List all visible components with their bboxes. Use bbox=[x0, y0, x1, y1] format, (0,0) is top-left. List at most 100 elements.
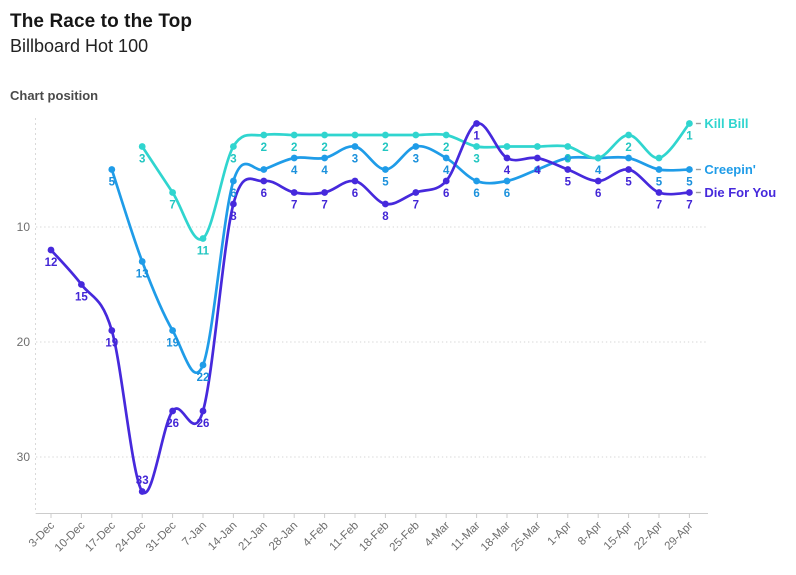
data-point bbox=[594, 177, 602, 185]
data-point bbox=[138, 143, 146, 150]
value-labels-kill-bill: 3 7 11 3 2 2 2 2 2 3 3 2 1 bbox=[139, 131, 693, 258]
value-label: 6 bbox=[595, 188, 601, 200]
value-label: 13 bbox=[136, 269, 149, 281]
x-tick-label: 18-Mar bbox=[479, 520, 513, 554]
page-title: The Race to the Top bbox=[10, 11, 193, 32]
data-point bbox=[321, 154, 328, 162]
y-tick-label: 30 bbox=[17, 450, 31, 464]
value-label: 5 bbox=[686, 177, 693, 189]
data-point bbox=[655, 189, 663, 196]
value-label: 26 bbox=[166, 418, 179, 430]
data-point bbox=[625, 166, 632, 173]
x-tick-label: 22-Apr bbox=[632, 520, 665, 553]
x-tick-label: 21-Jan bbox=[237, 520, 270, 553]
data-point bbox=[321, 189, 328, 196]
value-label: 3 bbox=[413, 154, 419, 166]
data-point bbox=[564, 166, 572, 173]
page-subtitle: Billboard Hot 100 bbox=[10, 36, 149, 56]
data-point bbox=[290, 131, 298, 139]
data-point bbox=[412, 143, 420, 150]
value-label: 3 bbox=[473, 154, 479, 166]
x-tick-label: 11-Feb bbox=[327, 520, 361, 554]
legend-creepin: Creepin' bbox=[704, 162, 756, 177]
y-tick-label: 10 bbox=[17, 220, 31, 234]
x-tick-label: 17-Dec bbox=[83, 519, 118, 554]
data-point bbox=[686, 120, 693, 127]
data-point bbox=[230, 200, 237, 208]
value-labels-creepin: 5 13 19 22 6 4 4 3 5 3 4 6 6 4 5 5 bbox=[109, 154, 694, 385]
data-point bbox=[138, 488, 146, 495]
value-label: 2 bbox=[321, 142, 327, 154]
data-point bbox=[351, 143, 359, 150]
value-label: 6 bbox=[352, 188, 358, 200]
value-label: 19 bbox=[105, 338, 118, 350]
data-point bbox=[442, 131, 450, 139]
value-label: 6 bbox=[473, 188, 479, 200]
data-point bbox=[442, 154, 450, 162]
value-label: 5 bbox=[625, 177, 632, 189]
legend-die-for-you: Die For You bbox=[704, 185, 776, 200]
value-label: 6 bbox=[230, 188, 236, 200]
data-point bbox=[412, 131, 420, 139]
value-label: 4 bbox=[291, 165, 298, 177]
data-point bbox=[290, 154, 298, 162]
data-point bbox=[169, 189, 177, 196]
value-label: 4 bbox=[321, 165, 328, 177]
data-point bbox=[382, 131, 389, 139]
value-label: 2 bbox=[261, 142, 267, 154]
x-tick-label: 29-Apr bbox=[663, 520, 696, 553]
data-point bbox=[169, 327, 177, 334]
data-point bbox=[108, 166, 116, 173]
value-label: 4 bbox=[595, 165, 602, 177]
value-label: 2 bbox=[625, 142, 631, 154]
value-label: 7 bbox=[413, 200, 419, 212]
value-label: 3 bbox=[565, 154, 571, 166]
data-point bbox=[686, 166, 693, 173]
value-label: 8 bbox=[382, 211, 389, 223]
data-point bbox=[290, 189, 298, 196]
y-axis-title: Chart position bbox=[10, 88, 99, 103]
data-point bbox=[655, 154, 663, 162]
x-tick-label: 15-Apr bbox=[602, 520, 635, 553]
value-label: 3 bbox=[352, 154, 358, 166]
data-point bbox=[199, 361, 207, 369]
x-tick-label: 18-Feb bbox=[357, 520, 391, 554]
data-point bbox=[564, 143, 572, 150]
x-tick-label: 8-Apr bbox=[576, 520, 604, 548]
value-label: 3 bbox=[230, 154, 236, 166]
data-point bbox=[230, 143, 237, 150]
x-tick-label: 24-Dec bbox=[114, 519, 149, 554]
value-label: 5 bbox=[109, 177, 116, 189]
data-point bbox=[47, 246, 55, 254]
value-label: 11 bbox=[197, 246, 210, 258]
value-label: 2 bbox=[291, 142, 297, 154]
data-point bbox=[473, 143, 480, 150]
x-tick-label: 25-Mar bbox=[509, 520, 543, 554]
value-label: 6 bbox=[504, 188, 510, 200]
data-point bbox=[473, 120, 480, 127]
legend: Kill Bill Creepin' Die For You bbox=[695, 116, 776, 200]
value-label: 7 bbox=[656, 200, 662, 212]
series-kill-bill bbox=[138, 120, 693, 242]
data-point bbox=[442, 177, 450, 185]
data-point bbox=[169, 407, 177, 415]
value-label: 12 bbox=[45, 257, 58, 269]
data-point bbox=[321, 131, 328, 139]
value-label: 7 bbox=[321, 200, 327, 212]
x-tick-label: 7-Jan bbox=[180, 520, 209, 549]
value-label: 7 bbox=[169, 200, 175, 212]
data-point bbox=[503, 143, 511, 150]
data-point bbox=[564, 154, 572, 162]
value-label: 6 bbox=[443, 188, 449, 200]
data-point bbox=[260, 131, 268, 139]
series-line bbox=[49, 122, 691, 495]
data-point bbox=[473, 177, 480, 185]
data-point bbox=[260, 177, 268, 185]
data-point bbox=[503, 154, 511, 162]
value-label: 4 bbox=[534, 165, 541, 177]
value-label: 7 bbox=[686, 200, 692, 212]
data-point bbox=[230, 177, 237, 185]
value-label: 22 bbox=[197, 372, 210, 384]
